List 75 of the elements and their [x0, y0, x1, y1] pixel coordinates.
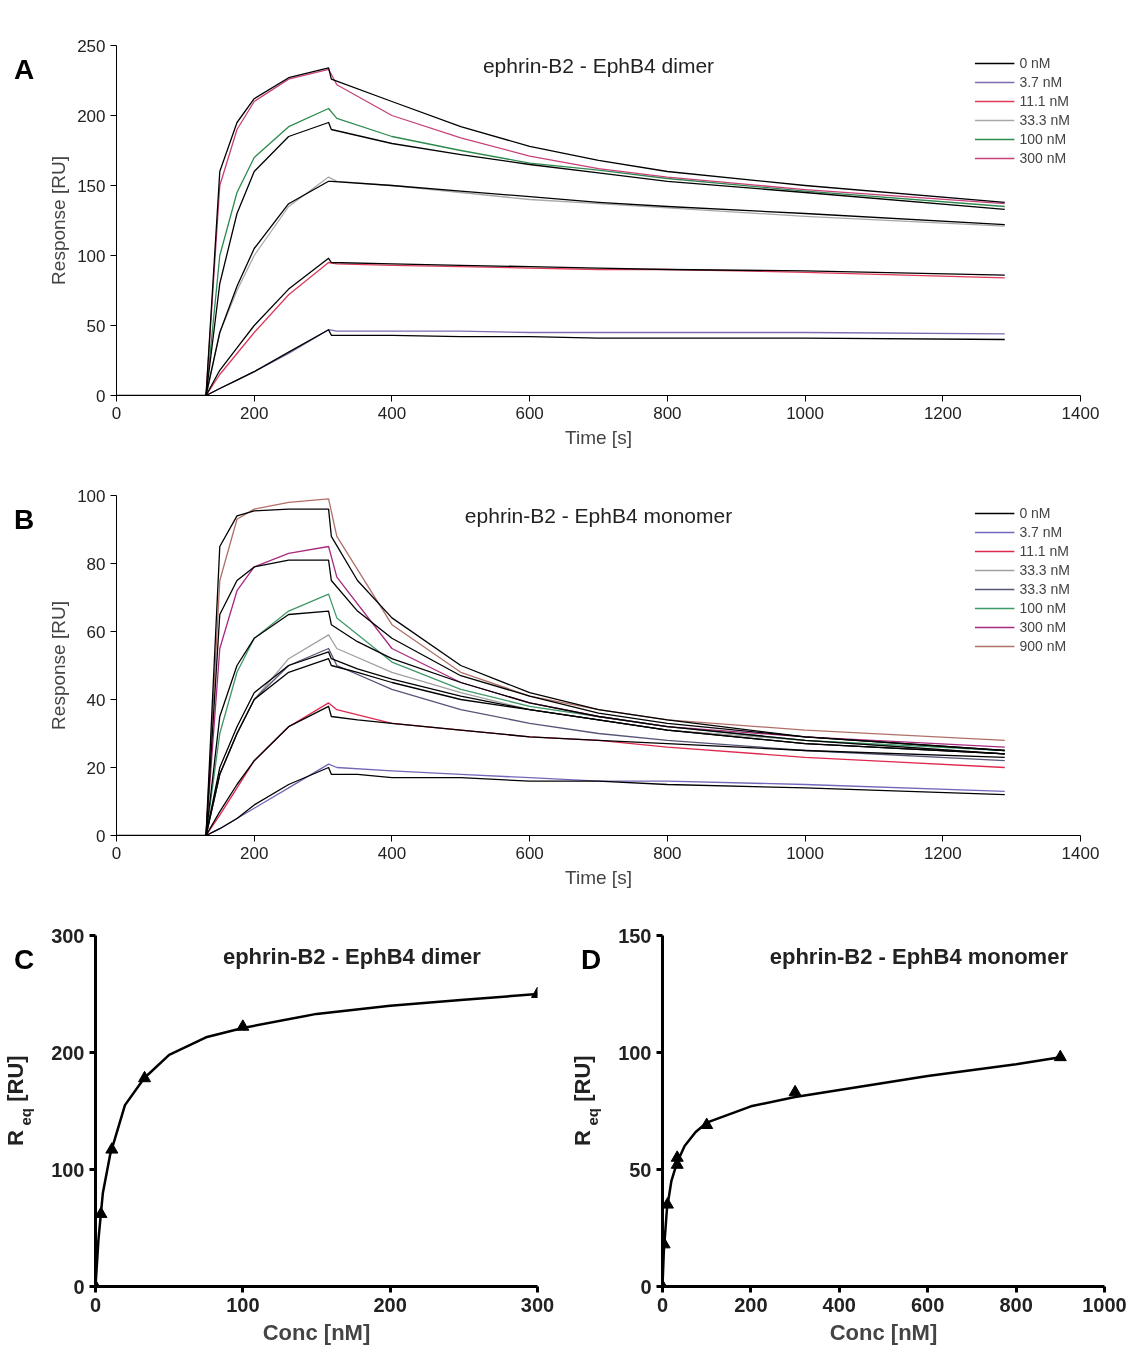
- x-tick-label: 600: [515, 843, 544, 863]
- x-tick-label: 1400: [1061, 843, 1100, 863]
- y-tick-label: 300: [51, 924, 85, 947]
- y-tick-label: 150: [77, 176, 106, 196]
- legend-label: 900 nM: [1019, 638, 1067, 654]
- x-tick-label: 400: [822, 1293, 856, 1316]
- y-tick-label: 100: [618, 1041, 652, 1064]
- y-axis-title: Req [RU]: [570, 1055, 602, 1147]
- y-axis-title: Req [RU]: [3, 1055, 35, 1147]
- x-tick-label: 1000: [786, 843, 824, 863]
- y-tick-label: 100: [51, 1158, 85, 1181]
- chart-title: ephrin-B2 - EphB4 monomer: [464, 503, 733, 527]
- x-tick-label: 200: [240, 843, 269, 863]
- y-tick-label: 50: [629, 1158, 652, 1181]
- chart-title: ephrin-B2 - EphB4 monomer: [769, 943, 1069, 969]
- legend-label: 100 nM: [1019, 600, 1067, 616]
- legend-label: 300 nM: [1019, 619, 1067, 635]
- y-tick-label: 200: [77, 106, 106, 126]
- legend-label: 3.7 nM: [1019, 524, 1063, 540]
- x-axis-title: Conc [nM]: [829, 1319, 938, 1345]
- y-tick-label: 0: [96, 386, 106, 406]
- x-tick-label: 1200: [923, 403, 962, 423]
- y-tick-label: 60: [86, 622, 106, 642]
- y-tick-label: 0: [96, 826, 106, 846]
- x-tick-label: 100: [226, 1293, 260, 1316]
- x-tick-label: 1200: [923, 843, 962, 863]
- x-tick-label: 0: [656, 1293, 669, 1316]
- text: C: [14, 943, 35, 975]
- text: B: [14, 503, 35, 535]
- y-tick-label: 50: [86, 316, 106, 336]
- chart-title: ephrin-B2 - EphB4 dimer: [222, 943, 482, 969]
- x-tick-label: 200: [734, 1293, 768, 1316]
- legend-label: 100 nM: [1019, 131, 1067, 147]
- chart-title: ephrin-B2 - EphB4 dimer: [482, 53, 715, 77]
- legend-label: 0 nM: [1019, 505, 1051, 521]
- x-axis-title: Time [s]: [565, 866, 632, 888]
- legend-label: 300 nM: [1019, 150, 1067, 166]
- y-tick-label: 80: [86, 554, 106, 574]
- x-tick-label: 600: [911, 1293, 945, 1316]
- legend-label: 33.3 nM: [1019, 112, 1070, 128]
- y-tick-label: 40: [86, 690, 106, 710]
- x-tick-label: 300: [520, 1293, 555, 1316]
- x-axis-title: Conc [nM]: [262, 1319, 371, 1345]
- x-tick-label: 1000: [786, 403, 824, 423]
- x-tick-label: 200: [373, 1293, 407, 1316]
- x-tick-label: 800: [653, 403, 682, 423]
- x-axis-title: Time [s]: [565, 426, 632, 448]
- legend-label: 33.3 nM: [1019, 581, 1070, 597]
- x-tick-label: 1400: [1061, 403, 1100, 423]
- x-tick-label: 800: [999, 1293, 1033, 1316]
- legend-label: 0 nM: [1019, 55, 1051, 71]
- x-tick-label: 1000: [1082, 1293, 1127, 1316]
- x-tick-label: 800: [653, 843, 682, 863]
- legend-label: 3.7 nM: [1019, 74, 1063, 90]
- legend-label: 11.1 nM: [1019, 93, 1069, 109]
- x-tick-label: 400: [377, 403, 407, 423]
- y-tick-label: 250: [77, 36, 106, 56]
- y-tick-label: 20: [86, 758, 106, 778]
- text: D: [581, 943, 602, 975]
- legend-label: 11.1 nM: [1019, 543, 1069, 559]
- y-tick-label: 200: [51, 1041, 85, 1064]
- y-axis-title: Response [RU]: [48, 601, 70, 730]
- x-tick-label: 200: [240, 403, 269, 423]
- legend-label: 33.3 nM: [1019, 562, 1070, 578]
- x-tick-label: 0: [111, 403, 122, 423]
- y-tick-label: 100: [77, 486, 106, 506]
- y-axis-title: Response [RU]: [48, 156, 70, 285]
- y-tick-label: 0: [640, 1275, 652, 1298]
- y-tick-label: 0: [73, 1275, 85, 1298]
- x-tick-label: 400: [377, 843, 407, 863]
- x-tick-label: 0: [111, 843, 122, 863]
- x-tick-label: 600: [515, 403, 544, 423]
- y-tick-label: 100: [77, 246, 106, 266]
- y-tick-label: 150: [618, 924, 652, 947]
- text: A: [14, 53, 35, 85]
